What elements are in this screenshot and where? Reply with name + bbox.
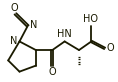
Text: O: O (106, 43, 114, 53)
Text: O: O (11, 3, 18, 13)
Text: N: N (10, 36, 17, 46)
Text: HN: HN (57, 29, 72, 39)
Text: N: N (30, 20, 38, 31)
Text: O: O (48, 67, 56, 77)
Text: HO: HO (83, 14, 98, 24)
